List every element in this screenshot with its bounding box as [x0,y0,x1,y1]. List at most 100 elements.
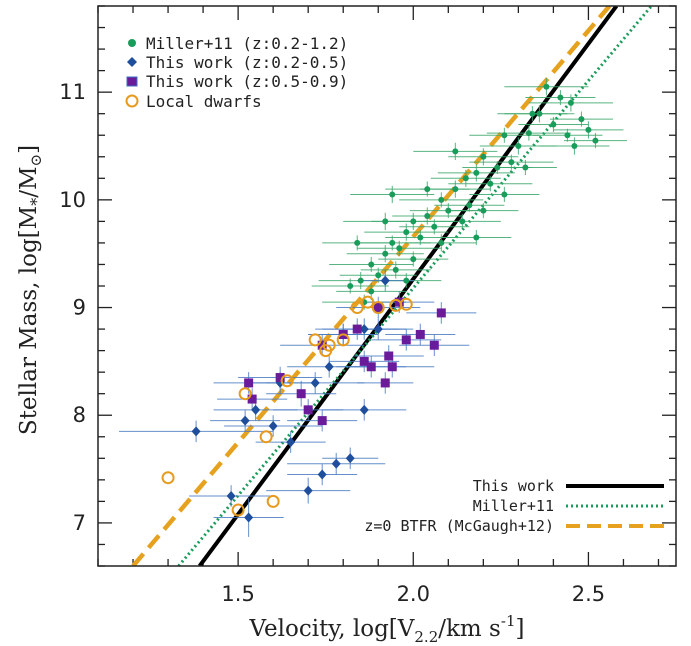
data-point-thiswork-high [296,389,306,399]
data-point-miller [417,234,424,241]
data-point-miller [347,283,354,289]
legend-top: Miller+11 (z:0.2-1.2) This work (z:0.2-0… [125,34,348,111]
data-point-miller [403,277,410,284]
x-tick-label: 1.5 [221,582,254,606]
data-point-dwarf [259,430,273,444]
data-point-thiswork-high [275,373,285,383]
data-point-miller [382,218,389,225]
plot-frame [97,5,677,567]
data-point-thiswork-high [373,303,383,313]
data-point-miller [473,169,480,176]
data-point-miller [494,164,501,171]
data-point-dwarf [308,333,322,347]
data-point-thiswork-high [247,394,257,404]
data-point-miller [410,256,417,263]
data-point-thiswork-high [366,362,376,372]
data-point-dwarf [161,471,175,485]
legend-marker-miller [128,39,136,47]
data-point-miller [501,191,508,198]
data-point-thiswork-low [331,458,341,469]
data-point-thiswork-low [240,415,250,426]
data-point-miller [392,266,399,273]
data-point-thiswork-low [286,437,296,448]
x-axis-title: Velocity, log[V2.2/km s-1] [249,612,525,646]
data-point-miller [445,207,452,214]
legend-label-dwarfs: Local dwarfs [146,92,262,111]
data-point-miller [403,229,410,236]
data-point-dwarf [280,374,294,388]
legend-label-thiswork-low: This work (z:0.2-0.5) [146,53,348,72]
data-point-miller [525,130,532,137]
data-point-thiswork-high [415,329,425,339]
data-point-miller [522,164,529,171]
legend-label-miller: Miller+11 (z:0.2-1.2) [146,34,348,53]
data-point-miller [480,207,487,214]
data-point-miller [424,186,431,193]
data-point-miller [592,137,599,144]
data-point-thiswork-low [303,485,313,496]
legend-label-fit-miller: Miller+11 [473,497,554,515]
data-point-thiswork-high [244,378,254,388]
data-point-miller [459,218,466,225]
data-point-thiswork-low [373,324,383,335]
data-point-thiswork-low [310,377,320,388]
data-point-thiswork-low [345,453,355,464]
data-point-miller [368,288,375,295]
y-tick-label: 7 [73,511,86,535]
fit-line-dotted [177,6,653,566]
data-point-miller [410,218,417,225]
data-point-miller [354,239,361,246]
data-point-thiswork-high [387,362,397,372]
data-point-thiswork-low [317,469,327,480]
data-point-thiswork-high [401,335,411,345]
data-point-miller [487,180,494,187]
data-point-miller [536,110,543,117]
data-point-miller [480,153,487,160]
data-point-miller [396,245,403,252]
data-point-dwarf [350,301,364,315]
data-point-dwarf [266,494,280,508]
data-point-miller [578,116,585,123]
data-point-thiswork-high [380,378,390,388]
data-points [119,78,627,537]
data-point-miller [508,159,515,166]
legend-label-thiswork-high: This work (z:0.5-0.9) [146,72,348,91]
data-point-thiswork-low [359,324,369,335]
fit-line-solid [197,6,619,566]
data-point-miller [564,132,571,139]
data-point-miller [567,99,574,106]
data-point-thiswork-low [380,275,390,286]
x-tick-label: 2.0 [397,582,430,606]
data-point-dwarf [336,333,350,347]
data-point-miller [375,272,382,279]
legend-bottom: This work Miller+11 z=0 BTFR (McGaugh+12… [364,477,664,535]
legend-marker-dwarfs [125,94,139,108]
legend-marker-thiswork-high [126,76,138,87]
data-point-miller [557,94,564,101]
data-point-miller [550,121,557,128]
data-point-miller [438,196,445,203]
data-point-thiswork-high [317,416,327,426]
data-point-miller [389,239,396,246]
data-point-miller [529,110,536,117]
axis-ticks [97,5,676,567]
data-point-miller [389,191,396,198]
data-point-thiswork-high [359,356,369,366]
x-tick-label: 2.5 [572,582,605,606]
data-point-thiswork-low [244,512,254,523]
data-point-miller [501,132,508,139]
data-point-dwarf [231,503,245,517]
data-point-miller [466,202,473,209]
data-point-miller [382,250,389,257]
data-point-dwarf [399,297,413,311]
data-point-miller [357,277,364,284]
data-point-miller [452,186,459,193]
data-point-dwarf [238,387,252,401]
data-point-miller [515,143,522,149]
data-point-thiswork-high [384,351,394,361]
data-point-thiswork-low [359,404,369,415]
legend-label-fit-thiswork: This work [473,477,554,495]
data-point-miller [473,234,480,241]
data-point-miller [462,175,469,182]
